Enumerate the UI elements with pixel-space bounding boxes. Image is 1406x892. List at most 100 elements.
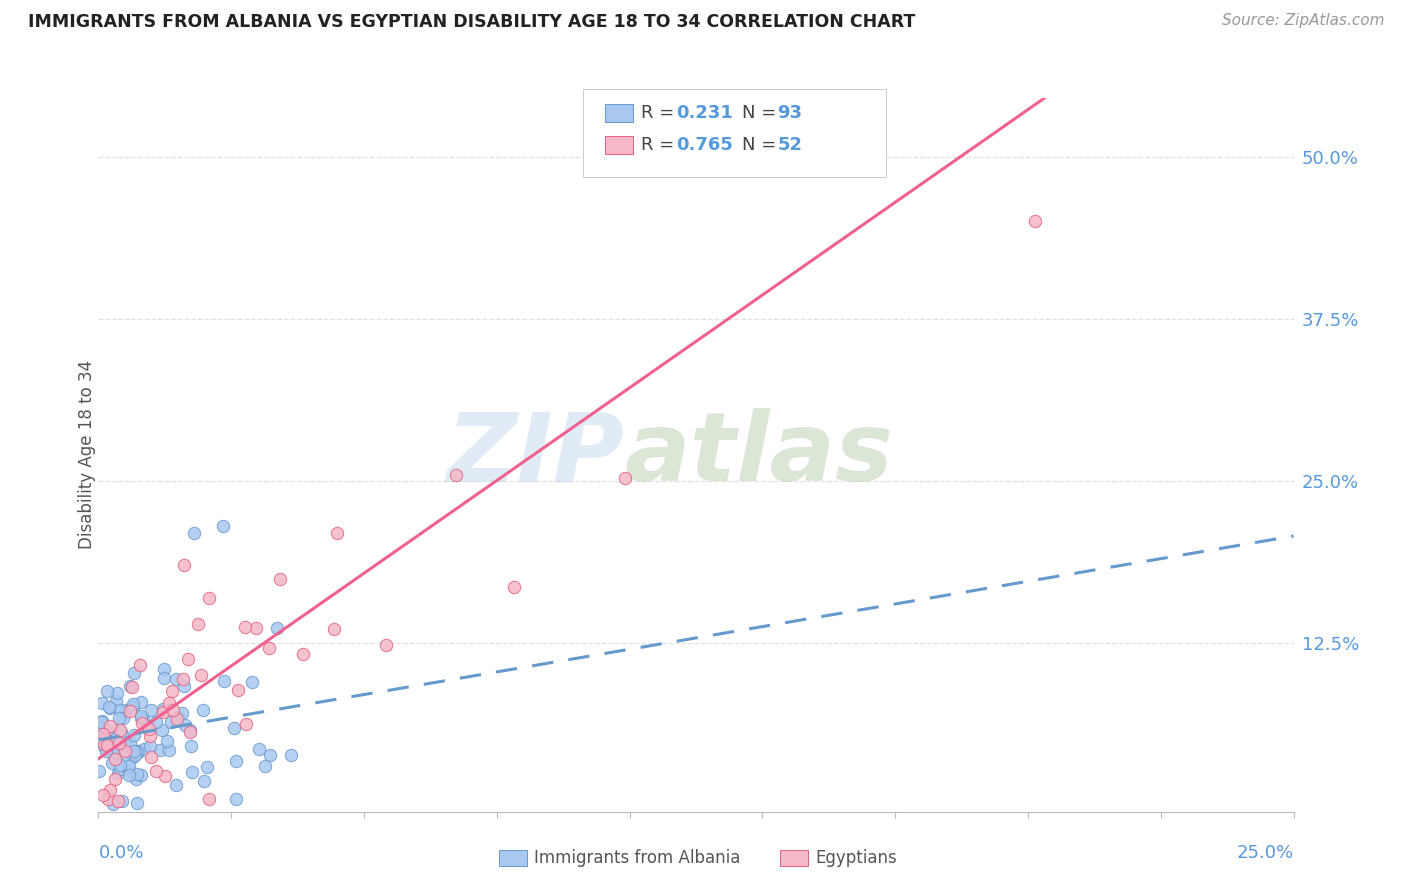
Point xyxy=(128,658,150,673)
Point xyxy=(191,703,214,717)
Point xyxy=(97,699,120,714)
Point xyxy=(211,519,233,533)
Text: atlas: atlas xyxy=(624,409,893,501)
Point xyxy=(129,709,152,723)
Point xyxy=(183,525,205,540)
Point xyxy=(127,744,149,758)
Point xyxy=(179,723,201,738)
Text: R =: R = xyxy=(641,136,681,154)
Point xyxy=(101,797,124,811)
Point xyxy=(173,718,195,732)
Point xyxy=(157,743,180,757)
Point xyxy=(108,711,131,725)
Point xyxy=(139,729,162,743)
Point xyxy=(125,796,148,810)
Point xyxy=(108,758,131,772)
Point xyxy=(120,705,142,719)
Point xyxy=(114,705,136,719)
Text: 0.0%: 0.0% xyxy=(98,844,143,863)
Point xyxy=(195,760,218,774)
Point xyxy=(225,754,247,768)
Point xyxy=(115,703,138,717)
Point xyxy=(122,728,145,742)
Point xyxy=(599,136,621,151)
Point xyxy=(96,684,118,698)
Point xyxy=(129,695,152,709)
Point xyxy=(124,748,146,763)
Point xyxy=(118,759,141,773)
Point xyxy=(132,712,155,726)
Text: 93: 93 xyxy=(778,104,803,122)
Point xyxy=(131,715,153,730)
Point xyxy=(103,742,125,756)
Point xyxy=(91,727,114,741)
Point xyxy=(118,679,141,693)
Point xyxy=(132,741,155,756)
Point xyxy=(101,729,124,743)
Point xyxy=(127,745,149,759)
Point xyxy=(177,652,200,666)
Point xyxy=(108,736,131,750)
Point xyxy=(156,734,179,748)
Point xyxy=(173,680,195,694)
Point xyxy=(104,751,127,765)
Point xyxy=(118,768,141,782)
Point xyxy=(245,621,267,635)
Point xyxy=(122,666,145,681)
Point xyxy=(91,714,114,728)
Point xyxy=(172,706,194,720)
Point xyxy=(614,471,637,485)
Point xyxy=(180,739,202,754)
Point xyxy=(228,683,250,698)
Text: 0.765: 0.765 xyxy=(676,136,733,154)
Point xyxy=(145,715,167,730)
Point xyxy=(108,703,131,717)
Point xyxy=(187,617,209,632)
Point xyxy=(96,723,118,737)
Point xyxy=(323,622,346,636)
Point xyxy=(326,525,349,540)
Text: IMMIGRANTS FROM ALBANIA VS EGYPTIAN DISABILITY AGE 18 TO 34 CORRELATION CHART: IMMIGRANTS FROM ALBANIA VS EGYPTIAN DISA… xyxy=(28,13,915,31)
Point xyxy=(120,736,142,750)
Point xyxy=(124,772,146,786)
Point xyxy=(224,721,246,735)
Point xyxy=(162,683,184,698)
Point xyxy=(233,620,256,634)
Point xyxy=(127,745,149,759)
Point xyxy=(90,696,112,710)
Text: N =: N = xyxy=(742,136,782,154)
Point xyxy=(90,714,112,729)
Point xyxy=(1024,214,1046,228)
Point xyxy=(110,725,132,739)
Point xyxy=(108,762,131,776)
Point xyxy=(94,732,117,747)
Point xyxy=(247,741,270,756)
Point xyxy=(93,739,115,753)
Text: Source: ZipAtlas.com: Source: ZipAtlas.com xyxy=(1222,13,1385,29)
Point xyxy=(150,723,173,737)
Point xyxy=(138,722,160,736)
Point xyxy=(190,668,212,682)
Point xyxy=(105,694,128,708)
Y-axis label: Disability Age 18 to 34: Disability Age 18 to 34 xyxy=(79,360,96,549)
Point xyxy=(98,719,121,733)
Point xyxy=(160,715,183,730)
Point xyxy=(107,766,129,780)
Point xyxy=(212,673,235,688)
Point xyxy=(110,723,132,737)
Point xyxy=(136,719,159,733)
Point xyxy=(122,750,145,764)
Point xyxy=(179,725,201,739)
Point xyxy=(98,701,121,715)
Point xyxy=(124,745,146,759)
Point xyxy=(87,764,110,778)
Point xyxy=(145,764,167,778)
Point xyxy=(149,743,172,757)
Point xyxy=(165,778,187,792)
Point xyxy=(198,591,221,605)
Point xyxy=(91,788,114,802)
Point xyxy=(152,662,174,676)
Point xyxy=(91,725,114,739)
Point xyxy=(118,763,141,777)
Point xyxy=(152,705,174,719)
